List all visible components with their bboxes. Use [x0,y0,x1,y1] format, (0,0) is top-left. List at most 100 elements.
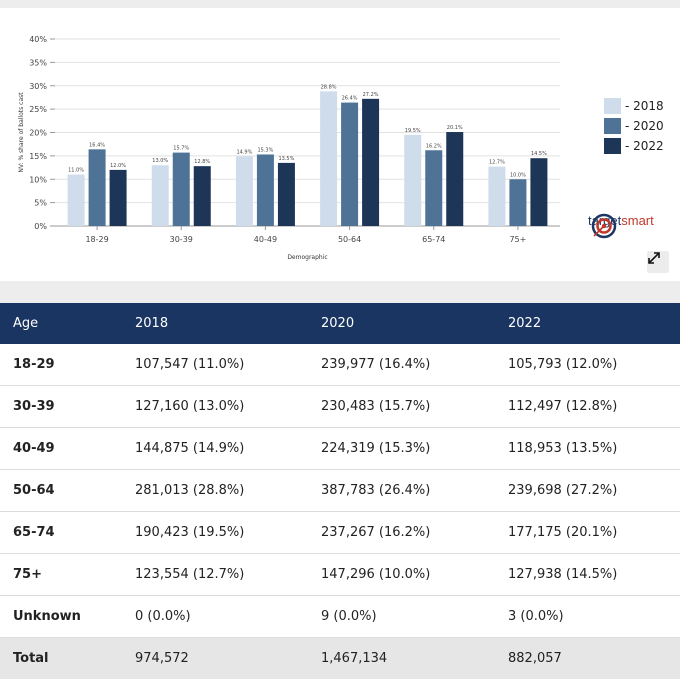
cell-2022: 239,698 (27.2%) [508,470,680,512]
bar-2022-30-39 [194,166,211,226]
bar-2018-40-49 [236,156,253,226]
bar-2022-40-49 [278,163,295,226]
legend-item-2020[interactable]: - 2020 [604,116,664,136]
x-tick-label: 18-29 [85,235,108,244]
cell-2018: 0 (0.0%) [135,596,321,638]
expand-icon [647,251,661,265]
cell-2022: 105,793 (12.0%) [508,344,680,386]
bar-2020-30-39 [173,153,190,226]
x-tick-label: 30-39 [170,235,193,244]
table-row: Unknown 0 (0.0%) 9 (0.0%) 3 (0.0%) [0,596,680,638]
cell-2020: 224,319 (15.3%) [321,428,508,470]
bar-2020-75+ [509,179,526,226]
cell-2022: 177,175 (20.1%) [508,512,680,554]
legend-swatch-2018 [604,98,621,114]
expand-button[interactable] [647,251,669,273]
bar-2020-65-74 [425,150,442,226]
cell-age: Unknown [0,596,135,638]
y-tick-label: 0% [34,222,47,231]
legend-item-2018[interactable]: - 2018 [604,96,664,116]
chart-panel: 0%5%10%15%20%25%30%35%40%NV: % share of … [0,8,680,281]
legend-label-2020: - 2020 [625,119,664,133]
y-tick-label: 20% [29,129,47,138]
table-row: 50-64 281,013 (28.8%) 387,783 (26.4%) 23… [0,470,680,512]
bar-2022-50-64 [362,99,379,226]
cell-2018: 281,013 (28.8%) [135,470,321,512]
bar-2018-30-39 [152,165,169,226]
cell-2020: 387,783 (26.4%) [321,470,508,512]
bar-2018-65-74 [404,135,421,226]
data-label: 16.2% [426,143,442,149]
cell-age: 30-39 [0,386,135,428]
cell-age: 18-29 [0,344,135,386]
bar-2018-18-29 [68,175,85,226]
data-label: 13.0% [152,158,168,164]
bar-2018-50-64 [320,91,337,226]
cell-2022: 112,497 (12.8%) [508,386,680,428]
cell-2022: 118,953 (13.5%) [508,428,680,470]
x-tick-label: 50-64 [338,235,361,244]
table-total-row: Total 974,572 1,467,134 882,057 [0,638,680,679]
total-label: Total [0,638,135,679]
total-2020: 1,467,134 [321,638,508,679]
legend-label-2022: - 2022 [625,139,664,153]
data-label: 27.2% [363,92,379,98]
cell-age: 40-49 [0,428,135,470]
bar-2020-40-49 [257,154,274,226]
total-2022: 882,057 [508,638,680,679]
table-row: 18-29 107,547 (11.0%) 239,977 (16.4%) 10… [0,344,680,386]
x-tick-label: 75+ [509,235,526,244]
data-label: 20.1% [447,125,463,131]
y-tick-label: 25% [29,105,47,114]
data-label: 12.0% [110,163,126,169]
y-tick-label: 15% [29,152,47,161]
cell-age: 50-64 [0,470,135,512]
logo-text-accent: smart [621,213,654,228]
cell-2022: 127,938 (14.5%) [508,554,680,596]
x-tick-label: 65-74 [422,235,445,244]
target-icon [591,213,617,239]
y-tick-label: 35% [29,58,47,67]
cell-2020: 230,483 (15.7%) [321,386,508,428]
x-tick-label: 40-49 [254,235,277,244]
cell-age: 75+ [0,554,135,596]
cell-2022: 3 (0.0%) [508,596,680,638]
cell-2018: 107,547 (11.0%) [135,344,321,386]
votes-table: Age 2018 2020 2022 18-29 107,547 (11.0%)… [0,303,680,679]
table-row: 75+ 123,554 (12.7%) 147,296 (10.0%) 127,… [0,554,680,596]
cell-2018: 144,875 (14.9%) [135,428,321,470]
y-tick-label: 40% [29,35,47,44]
x-axis-label: Demographic [287,254,327,261]
table-row: 30-39 127,160 (13.0%) 230,483 (15.7%) 11… [0,386,680,428]
y-tick-label: 10% [29,175,47,184]
table-row: 40-49 144,875 (14.9%) 224,319 (15.3%) 11… [0,428,680,470]
data-label: 19.5% [405,128,421,134]
bar-2022-65-74 [446,132,463,226]
data-label: 11.0% [68,168,84,174]
data-label: 28.8% [321,84,337,90]
bar-2022-18-29 [110,170,127,226]
y-tick-label: 30% [29,82,47,91]
data-label: 14.9% [236,149,252,155]
header-2022: 2022 [508,303,680,344]
chart-legend: - 2018 - 2020 - 2022 [604,96,664,156]
data-label: 14.5% [531,151,547,157]
legend-swatch-2022 [604,138,621,154]
targetsmart-logo: targetsmart [588,213,654,228]
bar-2020-50-64 [341,103,358,226]
legend-item-2022[interactable]: - 2022 [604,136,664,156]
cell-2018: 190,423 (19.5%) [135,512,321,554]
table-header-row: Age 2018 2020 2022 [0,303,680,344]
cell-2018: 127,160 (13.0%) [135,386,321,428]
cell-2018: 123,554 (12.7%) [135,554,321,596]
bar-chart: 0%5%10%15%20%25%30%35%40%NV: % share of … [0,8,590,281]
total-2018: 974,572 [135,638,321,679]
data-label: 12.7% [489,160,505,166]
table-row: 65-74 190,423 (19.5%) 237,267 (16.2%) 17… [0,512,680,554]
cell-age: 65-74 [0,512,135,554]
legend-label-2018: - 2018 [625,99,664,113]
header-age: Age [0,303,135,344]
header-2020: 2020 [321,303,508,344]
data-label: 16.4% [89,142,105,148]
data-label: 12.8% [194,159,210,165]
